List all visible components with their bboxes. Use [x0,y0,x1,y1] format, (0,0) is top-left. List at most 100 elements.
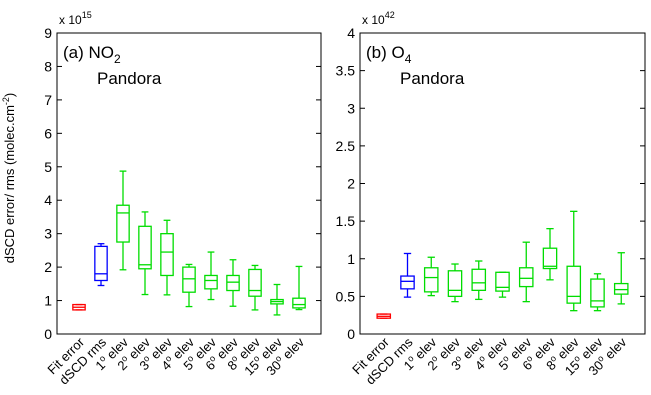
iqr-box [471,268,487,292]
x-tick-degree: o [141,353,152,364]
instrument-label: Pandora [400,69,465,88]
y-tick-label: 3 [347,100,355,116]
axes-frame [56,32,322,335]
iqr-box [566,265,582,304]
panel-letter: (b) [366,43,392,62]
iqr-box [160,233,174,277]
box-5 [182,263,196,308]
iqr-box [590,278,605,308]
box-5 [495,271,510,298]
iqr-box [542,247,558,270]
iqr-box [613,282,629,295]
panel-letter: (a) [63,43,89,62]
x-tick-label: 30o elev [263,333,308,378]
box-8 [566,210,582,312]
y-tick-label: 1.5 [336,213,356,229]
panel-b: 00.511.522.533.54x 1042(b) O4PandoraFit … [336,10,646,388]
y-tick-label: 2 [347,176,355,192]
iqr-box [423,267,439,293]
y-tick-label: 1 [347,251,355,267]
x-tick-degree: o [273,353,284,364]
y-tick-label: 4 [347,25,355,41]
y-tick-label: 6 [44,125,52,141]
box-4 [160,219,174,296]
x-tick-degree: o [251,353,262,364]
iqr-box [400,275,415,290]
box-1 [400,252,415,298]
iqr-box [138,225,152,270]
y-tick-label: 0 [44,326,52,342]
iqr-box [292,297,306,309]
box-2 [423,256,439,297]
exponent-power: 42 [385,10,395,20]
instrument-label: Pandora [97,69,162,88]
x-tick-degree: o [595,353,606,364]
x-tick-degree: o [185,353,196,364]
y-tick-label: 7 [44,92,52,108]
panel-title: (a) NO2 [63,43,121,66]
exponent-base: x 10 [59,13,82,27]
x-tick-degree: o [548,353,559,364]
species-subscript: 4 [405,52,412,66]
x-tick-degree: o [163,353,174,364]
iqr-box [182,266,196,293]
y-tick-label: 2 [44,259,52,275]
box-3 [447,263,463,303]
box-10 [613,252,629,305]
iqr-box [248,268,262,297]
iqr-box [495,271,510,292]
iqr-box [94,245,108,282]
x-tick-degree: o [453,353,464,364]
y-tick-label: 8 [44,58,52,74]
y-tick-label: 3 [44,226,52,242]
panel-title: (b) O4 [366,43,412,66]
exponent-power: 15 [82,10,92,20]
x-tick-degree: o [571,353,582,364]
y-tick-label: 9 [44,25,52,41]
iqr-box [518,267,534,288]
box-8 [248,264,262,311]
exponent-base: x 10 [362,13,385,27]
iqr-box [226,274,240,292]
x-tick-degree: o [97,353,108,364]
x-tick-degree: o [229,353,240,364]
box-9 [270,283,284,316]
y-axis-label: dSCD error/ rms (molec.cm-2) [1,93,17,264]
box-2 [116,170,130,271]
box-7 [226,259,240,307]
species-subscript: 2 [114,52,121,66]
x-tick-degree: o [405,353,416,364]
iqr-box [447,270,463,298]
x-tick-degree: o [119,353,130,364]
box-6 [204,251,218,301]
box-0 [376,313,392,319]
box-7 [542,227,558,281]
y-tick-label: 0 [347,326,355,342]
y-tick-label: 0.5 [336,288,356,304]
box-1 [94,243,108,287]
x-tick-degree: o [524,353,535,364]
x-tick-degree: o [207,353,218,364]
x-tick-degree: o [476,353,487,364]
y-tick-label: 1 [44,293,52,309]
box-4 [471,260,487,301]
box-9 [590,273,605,312]
iqr-box [116,204,130,243]
species-name: O [392,43,405,62]
x-tick-degree: o [500,353,511,364]
x-tick-degree: o [429,353,440,364]
box-10 [292,265,306,311]
y-exponent-label: x 1015 [59,10,92,27]
y-tick-label: 2.5 [336,138,356,154]
y-tick-label: 3.5 [336,63,356,79]
y-tick-label: 5 [44,159,52,175]
box-3 [138,211,152,296]
box-0 [72,303,86,311]
y-exponent-label: x 1042 [362,10,395,27]
species-name: NO [89,43,115,62]
box-6 [518,241,534,303]
iqr-box [204,274,218,290]
y-tick-label: 4 [44,192,52,208]
